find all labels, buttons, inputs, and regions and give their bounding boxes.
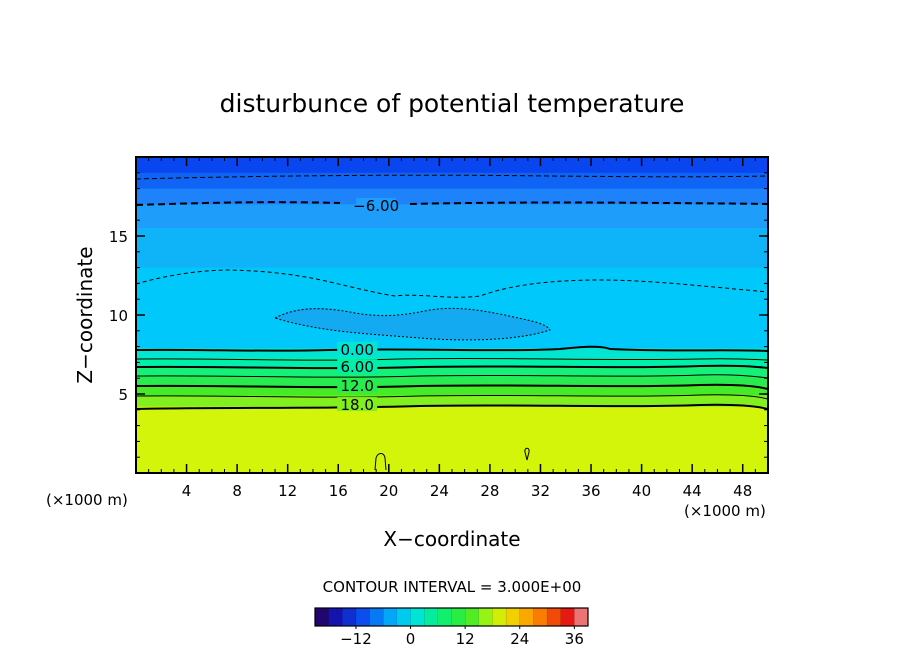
band-4: [136, 228, 768, 269]
colorbar-cell: [451, 607, 466, 627]
x-tick-label-2: 12: [278, 482, 297, 500]
contour-label-0: −6.00: [353, 197, 399, 215]
band-2: [136, 188, 768, 205]
cloud-region: [275, 308, 550, 340]
colorbar-cell: [546, 607, 562, 627]
band-11: [136, 395, 768, 408]
contour-label-2: 6.00: [340, 358, 373, 376]
x-axis-ticks: 4 8 12 16 20 24 28 32 36 40 44 48: [148, 157, 756, 500]
x-tick-label-5: 24: [430, 482, 449, 500]
x-tick-label-4: 20: [379, 482, 398, 500]
x-tick-label-7: 32: [531, 482, 550, 500]
contour-label-1: 0.00: [340, 341, 373, 359]
band-9: [136, 376, 768, 387]
x-tick-label-10: 44: [683, 482, 702, 500]
contour-6: [136, 364, 768, 370]
contour-18: [136, 403, 768, 410]
colorbar-cell: [560, 607, 575, 627]
band-8: [136, 367, 768, 378]
x-tick-label-8: 36: [581, 482, 600, 500]
colorbar-tick-label-2: 12: [456, 630, 475, 648]
band-12: [136, 406, 768, 473]
band-6: [136, 348, 768, 359]
contour-lines: [136, 174, 768, 471]
colorbar-cell: [355, 607, 371, 627]
contour-label-bg-3: [337, 378, 378, 393]
colorbar-tick-label-4: 36: [565, 630, 584, 648]
colorbar-cell: [342, 607, 357, 627]
colorbar-cell: [369, 607, 384, 627]
contour-label-bg-4: [337, 397, 378, 412]
x-tick-label-1: 8: [232, 482, 242, 500]
contour-12: [136, 383, 768, 390]
x-unit-label-right: (×1000 m): [684, 502, 766, 520]
x-unit-label-left: (×1000 m): [46, 491, 128, 509]
colorbar-tick-label-3: 24: [510, 630, 529, 648]
contour-zero: [136, 345, 768, 352]
contour-label-4: 18.0: [340, 396, 373, 414]
colorbar-cell: [574, 607, 589, 627]
contour-small-loop-right: [524, 447, 530, 461]
contour-interval-text: CONTOUR INTERVAL = 3.000E+00: [323, 578, 582, 596]
colorbar-cell: [396, 607, 411, 627]
y-tick-label-0: 5: [118, 386, 128, 404]
y-tick-label-1: 10: [109, 307, 128, 325]
contour-minus9-upper: [136, 174, 768, 180]
colorbar-cell: [533, 607, 548, 627]
contour-15: [136, 394, 768, 400]
contour-label-bg-0: [356, 197, 397, 212]
band-7: [136, 357, 768, 368]
colorbar-cell: [424, 607, 439, 627]
contour-small-loop-left: [374, 453, 387, 471]
band-3: [136, 204, 768, 229]
x-tick-label-6: 28: [480, 482, 499, 500]
colorbar-cell: [437, 607, 452, 627]
x-tick-label-9: 40: [632, 482, 651, 500]
colorbar-cell: [410, 607, 425, 627]
colorbar-cell: [505, 607, 521, 627]
x-axis-label: X−coordinate: [383, 527, 520, 551]
x-tick-label-11: 48: [733, 482, 752, 500]
contour-3: [136, 357, 768, 361]
colorbar-ticks: −12 0 12 24 36: [340, 626, 584, 648]
colorbar-cell: [478, 607, 493, 627]
contour-label-3: 12.0: [340, 377, 373, 395]
colorbar-frame: [314, 607, 589, 627]
x-tick-label-3: 16: [329, 482, 348, 500]
colorbar-tick-label-0: −12: [340, 630, 372, 648]
contour-label-bg-1: [337, 341, 378, 356]
y-tick-label-2: 15: [109, 228, 128, 246]
colorbar-cell: [314, 607, 330, 627]
colorbar-cell: [383, 607, 398, 627]
colorbar: [314, 607, 589, 627]
colorbar-cell: [519, 607, 534, 627]
y-axis-label: Z−coordinate: [73, 246, 97, 383]
colorbar-tick-label-1: 0: [406, 630, 416, 648]
contour-label-bg-2: [337, 359, 378, 374]
band-0: [136, 157, 768, 174]
colorbar-cell: [328, 607, 343, 627]
band-10: [136, 386, 768, 397]
contour-9: [136, 374, 768, 379]
contour-minus6: [136, 201, 768, 206]
contour-minus3-dome: [136, 269, 768, 298]
colorbar-cell: [492, 607, 507, 627]
x-tick-label-0: 4: [182, 482, 192, 500]
chart-title: disturbunce of potential temperature: [220, 89, 685, 118]
colorbar-cell: [464, 607, 480, 627]
y-axis-ticks: 5 10 15: [109, 172, 768, 458]
contour-cloud-outline: [274, 307, 551, 341]
